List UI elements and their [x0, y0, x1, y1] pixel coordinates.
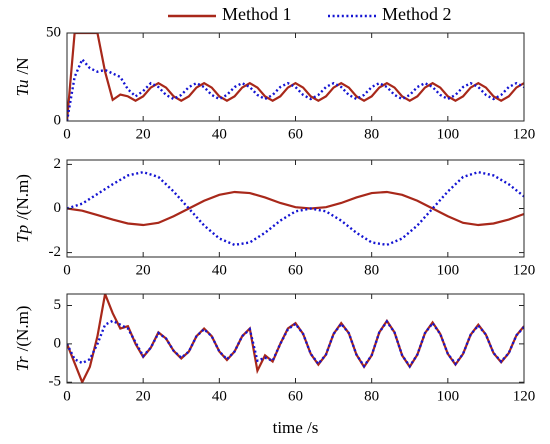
x-tick-label: 120	[513, 126, 536, 142]
x-tick-label: 60	[288, 388, 303, 404]
y-tick-label: 0	[54, 200, 62, 216]
x-tick-label: 80	[364, 262, 379, 278]
y-axis-label: Tr /(N.m)	[13, 306, 32, 372]
x-tick-label: 40	[212, 262, 227, 278]
y-label-unit: /N	[13, 57, 32, 74]
x-tick-label: 60	[288, 126, 303, 142]
x-tick-label: 100	[437, 126, 460, 142]
x-tick-label: 0	[63, 126, 71, 142]
x-tick-label: 0	[63, 262, 71, 278]
y-tick-label: 0	[54, 335, 62, 351]
series-line	[67, 190, 524, 227]
x-axis-label: time /s	[273, 418, 319, 437]
x-tick-label: 120	[513, 262, 536, 278]
series-line	[67, 57, 524, 121]
axes-box	[66, 293, 525, 384]
y-tick-label: 50	[46, 24, 61, 40]
x-tick-label: 100	[437, 388, 460, 404]
x-tick-label: 0	[63, 388, 71, 404]
y-tick-label: -5	[49, 374, 62, 390]
y-tick-label: 5	[54, 297, 62, 313]
x-tick-label: 120	[513, 388, 536, 404]
y-label-unit: /(N.m)	[13, 306, 32, 352]
axes-box	[66, 32, 525, 122]
x-tick-label: 80	[364, 388, 379, 404]
legend-label: Method 2	[382, 4, 452, 24]
axes-box	[66, 159, 525, 258]
y-label-symbol: Tp	[13, 225, 32, 243]
y-label-symbol: Tu	[13, 79, 32, 96]
x-tick-label: 80	[364, 126, 379, 142]
y-axis-label: Tu/N	[13, 57, 32, 96]
y-tick-label: 0	[54, 112, 62, 128]
x-tick-label: 20	[136, 126, 151, 142]
y-label-unit: /(N.m)	[13, 174, 32, 220]
y-tick-label: 2	[54, 156, 62, 172]
x-tick-label: 100	[437, 262, 460, 278]
series-line	[67, 33, 524, 121]
y-axis-label: Tp /(N.m)	[13, 174, 32, 243]
x-tick-label: 20	[136, 262, 151, 278]
x-tick-label: 60	[288, 262, 303, 278]
series-line	[67, 294, 524, 383]
series-line	[67, 170, 524, 247]
x-tick-label: 40	[212, 126, 227, 142]
y-label-symbol: Tr	[13, 356, 32, 372]
series-line	[67, 319, 524, 369]
y-tick-label: -2	[49, 244, 62, 260]
x-tick-label: 20	[136, 388, 151, 404]
legend-label: Method 1	[222, 4, 292, 24]
x-tick-label: 40	[212, 388, 227, 404]
